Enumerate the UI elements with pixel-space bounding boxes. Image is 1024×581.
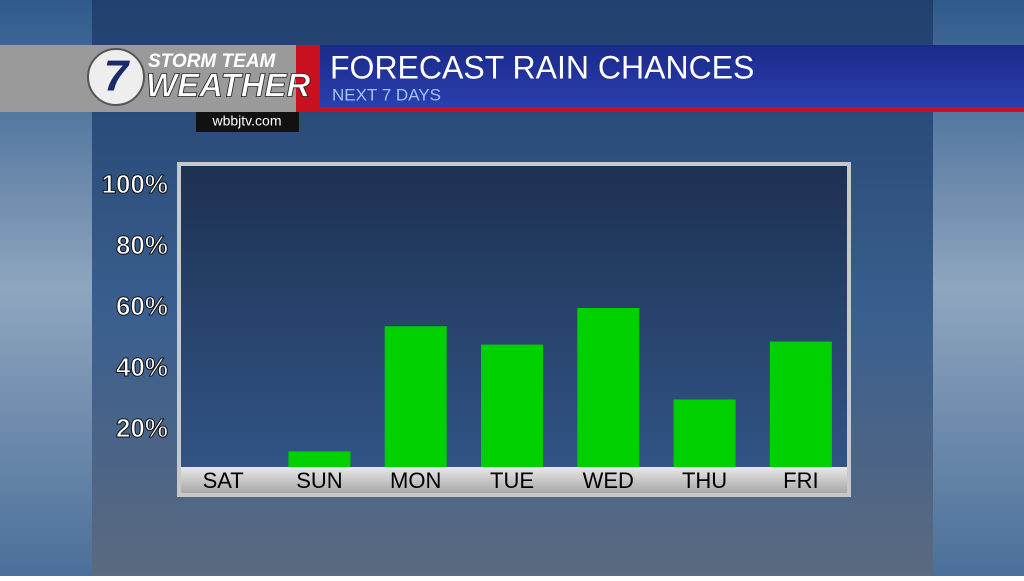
y-tick-label: 40% — [116, 352, 168, 382]
y-tick-label: 100% — [102, 169, 169, 199]
x-tick-label: MON — [390, 468, 441, 493]
x-tick-label: WED — [583, 468, 634, 493]
logo-number: 7 — [104, 52, 131, 101]
logo-panel — [0, 45, 300, 112]
y-tick-label: 80% — [116, 230, 168, 260]
x-tick-label: SAT — [203, 468, 244, 493]
x-tick-label: SUN — [296, 468, 342, 493]
x-tick-label: TUE — [490, 468, 534, 493]
y-tick-label: 60% — [116, 291, 168, 321]
website-box — [196, 112, 299, 132]
header-red-line — [0, 107, 1024, 112]
y-tick-label: 20% — [116, 413, 168, 443]
bar — [577, 308, 640, 491]
brand-line1: STORM TEAM — [148, 51, 277, 72]
bar — [481, 344, 543, 491]
x-tick-label: FRI — [783, 468, 818, 493]
chart-title: FORECAST RAIN CHANCES — [330, 49, 754, 85]
brand-line2: WEATHER — [146, 67, 311, 104]
logo-divider — [296, 45, 320, 112]
bar — [384, 326, 447, 491]
chart-subtitle: NEXT 7 DAYS — [332, 85, 441, 104]
bar — [769, 341, 832, 491]
category-strip — [181, 467, 847, 493]
website: wbbjtv.com — [212, 113, 282, 129]
x-tick-label: THU — [682, 468, 727, 493]
logo-circle — [87, 48, 145, 106]
